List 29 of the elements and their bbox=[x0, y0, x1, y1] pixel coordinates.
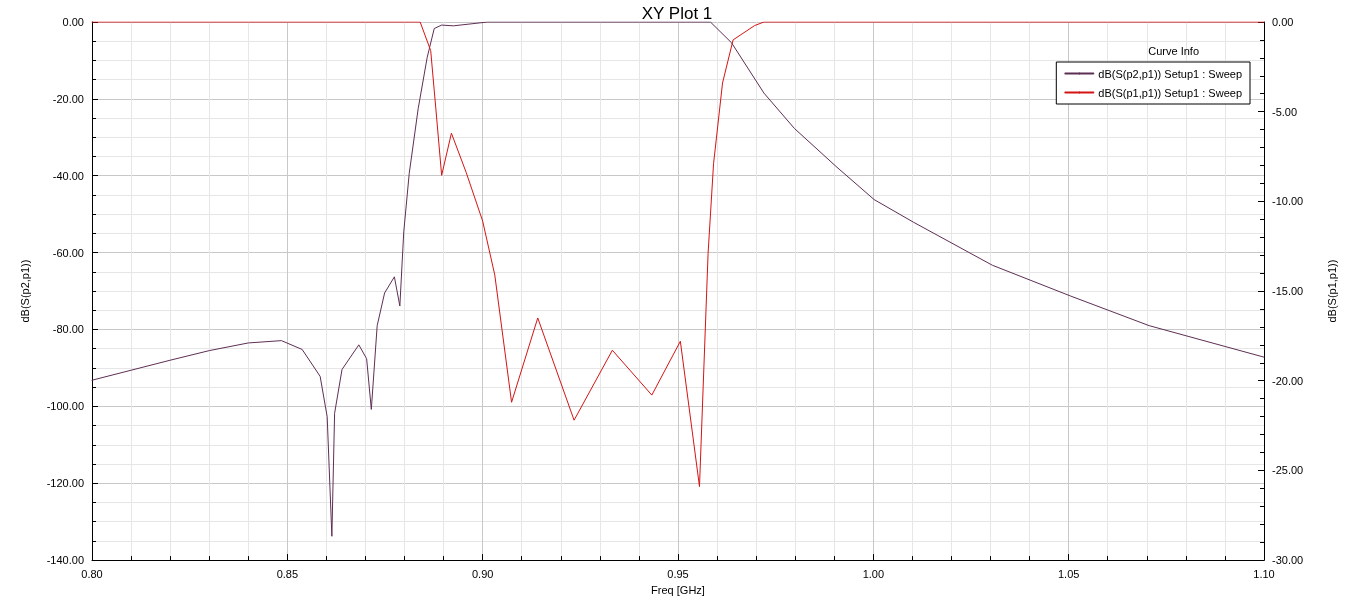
y-axis-title: dB(S(p2,p1)) bbox=[18, 259, 31, 323]
legend-title: Curve Info bbox=[1148, 44, 1199, 57]
x-tick-label: 1.10 bbox=[1253, 567, 1275, 580]
y-tick-label: -40.00 bbox=[52, 169, 84, 182]
y2-tick-label: -10.00 bbox=[1272, 195, 1304, 208]
y2-tick-label: -25.00 bbox=[1272, 464, 1304, 477]
x-tick-label: 0.90 bbox=[471, 567, 494, 580]
y-tick-label: -60.00 bbox=[52, 246, 84, 259]
y2-tick-label: -20.00 bbox=[1272, 374, 1304, 387]
x-tick-label: 0.80 bbox=[81, 567, 103, 580]
y-tick-label: -140.00 bbox=[46, 554, 84, 567]
legend-label: dB(S(p1,p1)) Setup1 : Sweep bbox=[1098, 86, 1243, 99]
y-tick-label: -100.00 bbox=[46, 400, 84, 413]
y2-tick-label: -5.00 bbox=[1272, 105, 1298, 118]
x-tick-label: 0.95 bbox=[667, 567, 689, 580]
y2-axis-title: dB(S(p1,p1)) bbox=[1325, 259, 1338, 323]
y2-tick-label: 0.00 bbox=[1272, 16, 1294, 28]
y2-tick-label: -30.00 bbox=[1272, 554, 1304, 567]
chart-title: XY Plot 1 bbox=[641, 4, 713, 23]
y-tick-label: -20.00 bbox=[52, 92, 84, 105]
y2-tick-label: -15.00 bbox=[1272, 285, 1304, 298]
x-tick-label: 1.05 bbox=[1057, 567, 1080, 580]
x-tick-label: 0.85 bbox=[276, 567, 299, 580]
x-axis-title: Freq [GHz] bbox=[651, 583, 705, 596]
x-tick-label: 1.00 bbox=[862, 567, 885, 580]
legend-label: dB(S(p2,p1)) Setup1 : Sweep bbox=[1098, 67, 1243, 80]
y-tick-label: -120.00 bbox=[46, 477, 84, 490]
y-tick-label: -80.00 bbox=[52, 323, 84, 336]
y-tick-label: 0.00 bbox=[62, 16, 84, 28]
